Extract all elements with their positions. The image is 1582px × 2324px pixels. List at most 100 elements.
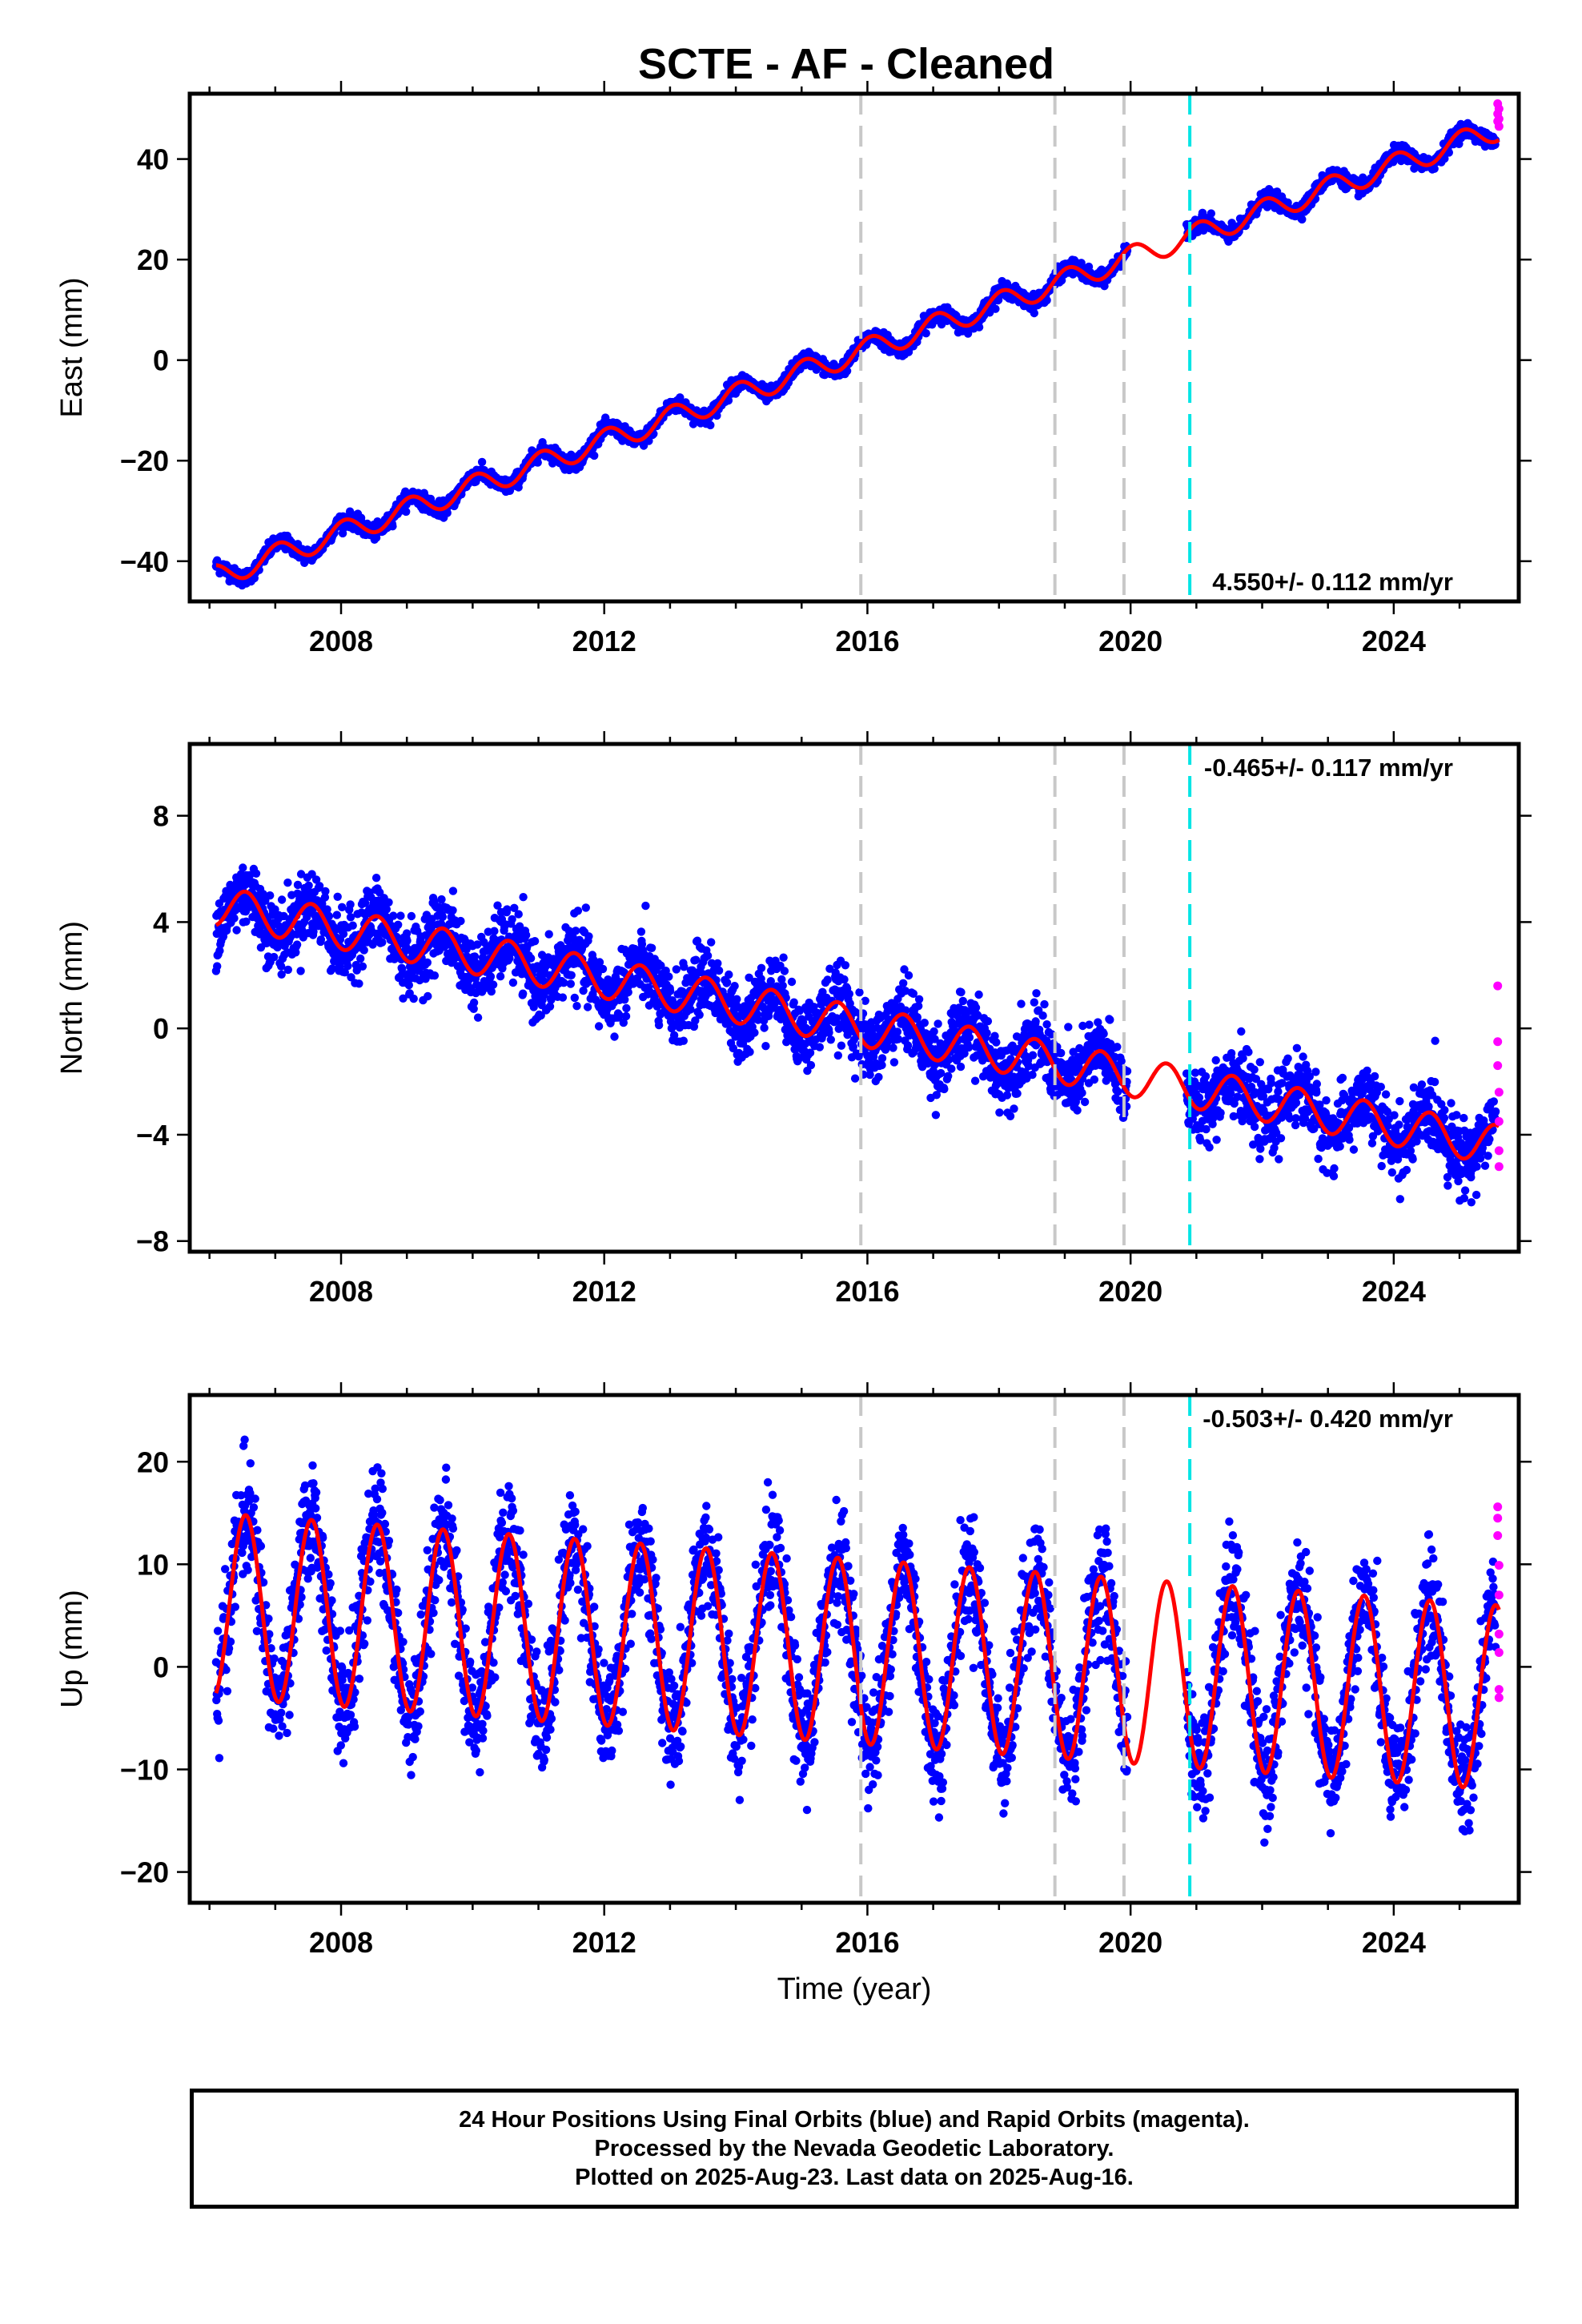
- data-point: [695, 1011, 704, 1019]
- data-point: [296, 967, 305, 975]
- data-point: [316, 935, 326, 944]
- data-point: [486, 972, 496, 981]
- data-point: [733, 995, 741, 1003]
- chart-title: SCTE - AF - Cleaned: [638, 40, 1054, 88]
- data-point: [338, 903, 347, 912]
- data-point: [928, 320, 937, 329]
- y-tick-label: 0: [153, 344, 169, 377]
- data-point: [496, 972, 505, 981]
- data-point: [570, 993, 579, 1003]
- data-point: [725, 970, 733, 979]
- data-point: [394, 920, 403, 930]
- data-point: [566, 979, 575, 988]
- data-point: [448, 887, 458, 895]
- data-point: [348, 921, 357, 930]
- data-point: [239, 863, 247, 872]
- data-point: [567, 971, 576, 980]
- data-point: [679, 1036, 688, 1045]
- data-point: [621, 1011, 631, 1021]
- data-point: [1430, 164, 1439, 173]
- velocity-rate-label: 4.550+/- 0.112 mm/yr: [1212, 568, 1453, 596]
- data-point: [530, 937, 540, 946]
- data-point: [292, 940, 302, 949]
- data-point: [519, 893, 528, 902]
- data-point: [713, 411, 721, 420]
- data-point: [384, 898, 393, 907]
- data-point: [598, 964, 608, 974]
- data-point: [488, 980, 498, 989]
- data-point: [654, 1020, 664, 1030]
- data-point: [473, 1013, 483, 1022]
- data-point: [283, 965, 292, 975]
- data-point: [1444, 148, 1454, 157]
- data-point: [438, 912, 447, 922]
- data-point: [526, 954, 536, 963]
- data-point: [277, 895, 287, 904]
- data-point: [424, 991, 432, 1001]
- data-point: [469, 998, 479, 1007]
- data-point: [283, 879, 292, 887]
- data-point: [332, 911, 341, 919]
- data-point: [647, 943, 656, 953]
- data-point: [665, 987, 675, 995]
- data-point: [251, 869, 261, 879]
- data-point: [714, 966, 724, 975]
- data-point: [974, 323, 984, 332]
- data-point: [371, 874, 381, 883]
- x-tick-label: 2012: [572, 625, 636, 657]
- data-point: [213, 962, 222, 971]
- data-point: [232, 926, 241, 935]
- data-point: [750, 1028, 759, 1037]
- data-point: [760, 1023, 769, 1032]
- data-point: [230, 914, 239, 923]
- data-point: [921, 329, 930, 338]
- data-point: [761, 1042, 770, 1051]
- data-point: [448, 906, 457, 915]
- data-point: [389, 911, 398, 920]
- data-point: [409, 994, 418, 1003]
- data-point: [508, 978, 518, 987]
- data-point: [703, 951, 713, 960]
- data-point: [622, 1003, 631, 1013]
- data-point: [757, 963, 766, 973]
- data-point: [571, 927, 580, 935]
- data-point: [594, 1022, 604, 1031]
- data-point: [692, 955, 701, 964]
- data-point: [706, 420, 715, 430]
- data-point: [722, 978, 732, 987]
- data-point: [355, 979, 363, 988]
- data-point: [477, 457, 487, 467]
- data-point: [396, 911, 405, 920]
- data-point: [333, 892, 342, 902]
- y-tick-label: 40: [137, 143, 169, 176]
- rapid-orbit-point: [1494, 104, 1504, 114]
- data-point: [321, 887, 330, 896]
- data-point: [686, 1005, 695, 1014]
- data-point: [672, 965, 681, 974]
- rapid-orbit-point: [1494, 114, 1504, 123]
- x-tick-label: 2016: [835, 625, 899, 657]
- data-point: [490, 927, 499, 935]
- data-point: [676, 393, 685, 402]
- data-point: [1030, 308, 1039, 318]
- data-point: [443, 509, 452, 517]
- data-point: [583, 1003, 592, 1011]
- data-point: [403, 936, 412, 946]
- data-point: [356, 954, 365, 963]
- data-point: [644, 436, 653, 445]
- data-point: [503, 905, 512, 914]
- data-point: [707, 938, 716, 947]
- data-point: [404, 980, 413, 990]
- data-point: [533, 458, 542, 467]
- data-point: [358, 962, 367, 971]
- y-axis-label: East (mm): [55, 277, 89, 417]
- data-point: [388, 522, 397, 531]
- data-point: [430, 971, 440, 980]
- data-point: [346, 900, 355, 909]
- data-point: [423, 958, 432, 967]
- data-point: [641, 901, 650, 911]
- data-point: [581, 903, 590, 912]
- rapid-orbit-point: [1494, 122, 1504, 131]
